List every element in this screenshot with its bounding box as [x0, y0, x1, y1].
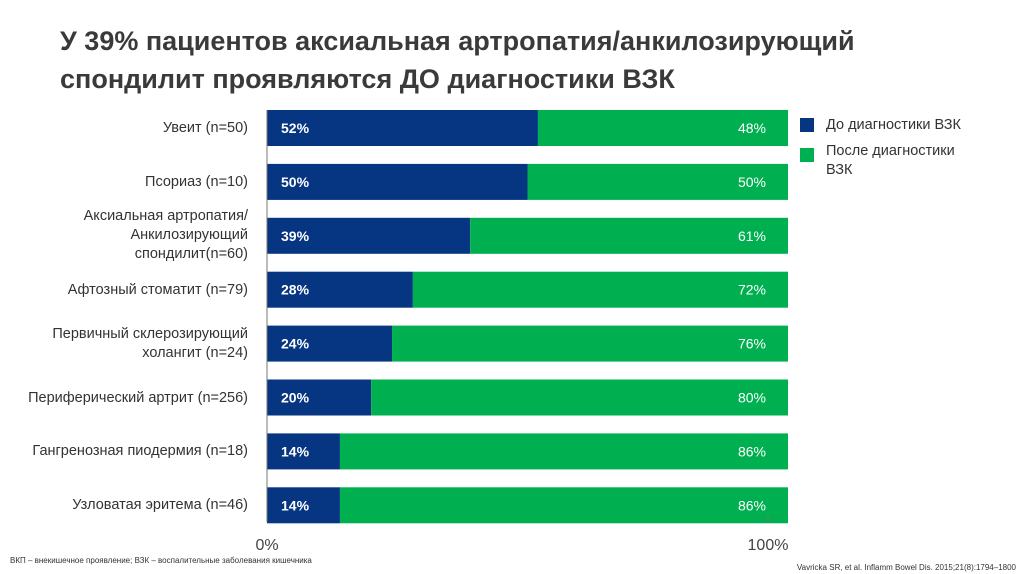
- data-label: 14%: [281, 443, 310, 459]
- bar-segment: [537, 110, 788, 146]
- bar-segment: [412, 271, 788, 308]
- bar-segment: [267, 163, 528, 200]
- data-label: 20%: [281, 390, 310, 406]
- data-label: 72%: [738, 282, 766, 298]
- category-label: Первичный склерозирующий холангит (n=24): [52, 325, 248, 361]
- category-label: Периферический артрит (n=256): [28, 389, 248, 406]
- bar-segment: [267, 217, 471, 254]
- data-label: 86%: [738, 443, 766, 459]
- category-label: Увеит (n=50): [162, 120, 248, 136]
- category-label: Узловатая эритема (n=46): [72, 497, 248, 514]
- bar-segment: [267, 110, 538, 146]
- slide-title: У 39% пациентов аксиальная артропатия/ан…: [60, 26, 855, 94]
- data-label: 39%: [281, 228, 310, 244]
- bar-segment: [470, 217, 788, 254]
- legend-label: После диагностики ВЗК: [826, 143, 955, 178]
- bar-segment: [339, 487, 788, 524]
- legend-swatch: [800, 118, 814, 132]
- legend-item-before: До диагностики ВЗК: [800, 116, 961, 135]
- bar-segment: [267, 379, 372, 416]
- data-label: 28%: [281, 282, 310, 298]
- citation: Vavricka SR, et al. Inflamm Bowel Dis. 2…: [796, 563, 1016, 572]
- data-label: 86%: [738, 497, 766, 513]
- category-label: Гангренозная пиодермия (n=18): [32, 443, 248, 460]
- data-label: 48%: [738, 120, 766, 136]
- x-tick-label: 100%: [748, 537, 789, 554]
- bar-segment: [371, 379, 788, 416]
- category-label: Аксиальная артропатия/ Анкилозирующий сп…: [83, 207, 248, 262]
- legend-item-after: После диагностики ВЗК: [800, 142, 976, 180]
- bar-segment: [267, 487, 340, 524]
- legend-swatch: [800, 148, 814, 162]
- bar-segment: [267, 433, 340, 470]
- bar-segment: [267, 325, 393, 362]
- data-label: 76%: [738, 336, 766, 352]
- category-label: Афтозный стоматит (n=79): [67, 281, 248, 298]
- bar-segment: [527, 163, 788, 200]
- bar-segment: [267, 271, 413, 308]
- data-label: 50%: [738, 174, 766, 190]
- category-label: Псориаз (n=10): [145, 173, 248, 190]
- data-label: 61%: [738, 228, 766, 244]
- footnote: ВКП – внекишечное проявление; ВЗК – восп…: [10, 556, 312, 565]
- data-label: 14%: [281, 497, 310, 513]
- legend-label: До диагностики ВЗК: [826, 117, 961, 133]
- x-tick-label: 0%: [255, 537, 278, 554]
- data-label: 24%: [281, 336, 310, 352]
- bar-segment: [339, 433, 788, 470]
- data-label: 80%: [738, 390, 766, 406]
- data-label: 52%: [281, 120, 310, 136]
- bar-segment: [392, 325, 788, 362]
- data-label: 50%: [281, 174, 310, 190]
